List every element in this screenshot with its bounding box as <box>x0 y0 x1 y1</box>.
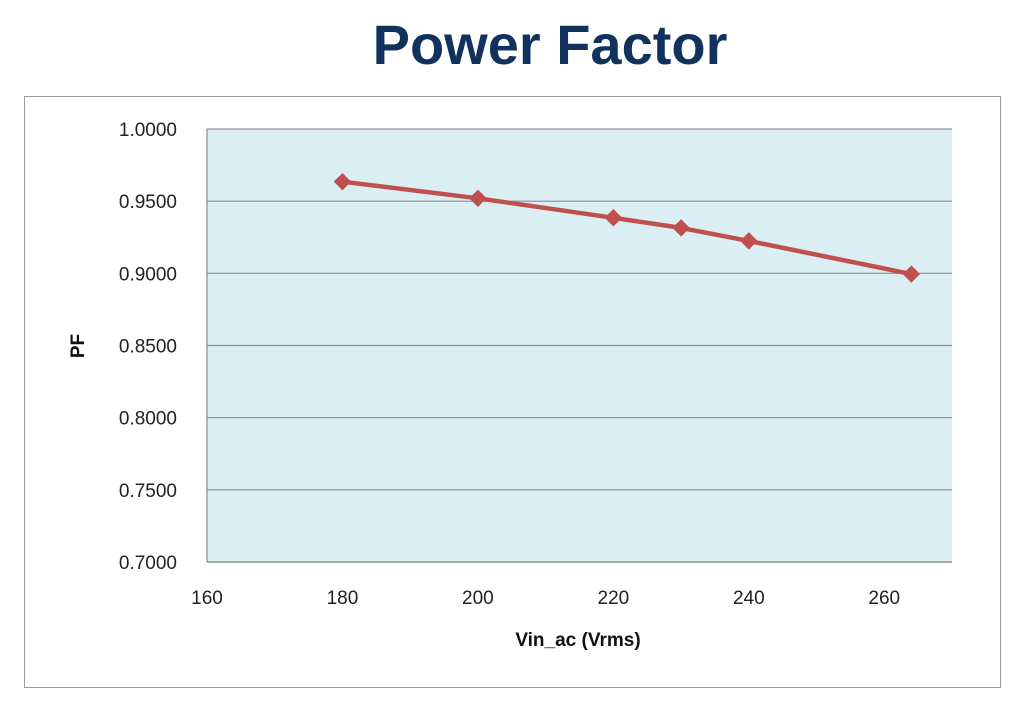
data-point-marker <box>469 189 487 207</box>
series-layer <box>333 172 921 283</box>
y-axis-title: PF <box>68 334 89 358</box>
data-point-marker <box>333 172 352 191</box>
series-line <box>340 179 914 277</box>
y-tick-labels: 0.7000 0.7500 0.8000 0.8500 0.9000 0.9500 1.00… <box>119 120 177 574</box>
axes <box>206 129 952 563</box>
x-tick-label: 240 <box>733 588 765 609</box>
y-tick-label: 0.7500 <box>119 481 177 502</box>
data-point-marker <box>902 265 921 283</box>
data-point-marker <box>604 209 623 227</box>
x-tick-label: 180 <box>327 588 359 609</box>
data-point-marker <box>740 232 758 250</box>
y-tick-label: 0.8500 <box>119 337 177 358</box>
x-tick-label: 200 <box>462 588 494 609</box>
y-tick-label: 0.9500 <box>119 192 177 213</box>
y-tick-label: 0.7000 <box>119 553 177 574</box>
page-title: Power Factor <box>372 13 728 76</box>
x-tick-label: 260 <box>868 588 900 609</box>
x-axis-title: Vin_ac (Vrms) <box>515 630 640 651</box>
y-tick-label: 0.9000 <box>119 264 177 285</box>
y-tick-label: 0.8000 <box>119 409 177 430</box>
x-tick-label: 220 <box>598 588 630 609</box>
x-tick-label: 160 <box>191 588 223 609</box>
data-point-marker <box>672 219 690 237</box>
y-tick-label: 1.0000 <box>119 120 177 141</box>
x-tick-labels: 160 180 200 220 240 260 <box>191 588 900 609</box>
